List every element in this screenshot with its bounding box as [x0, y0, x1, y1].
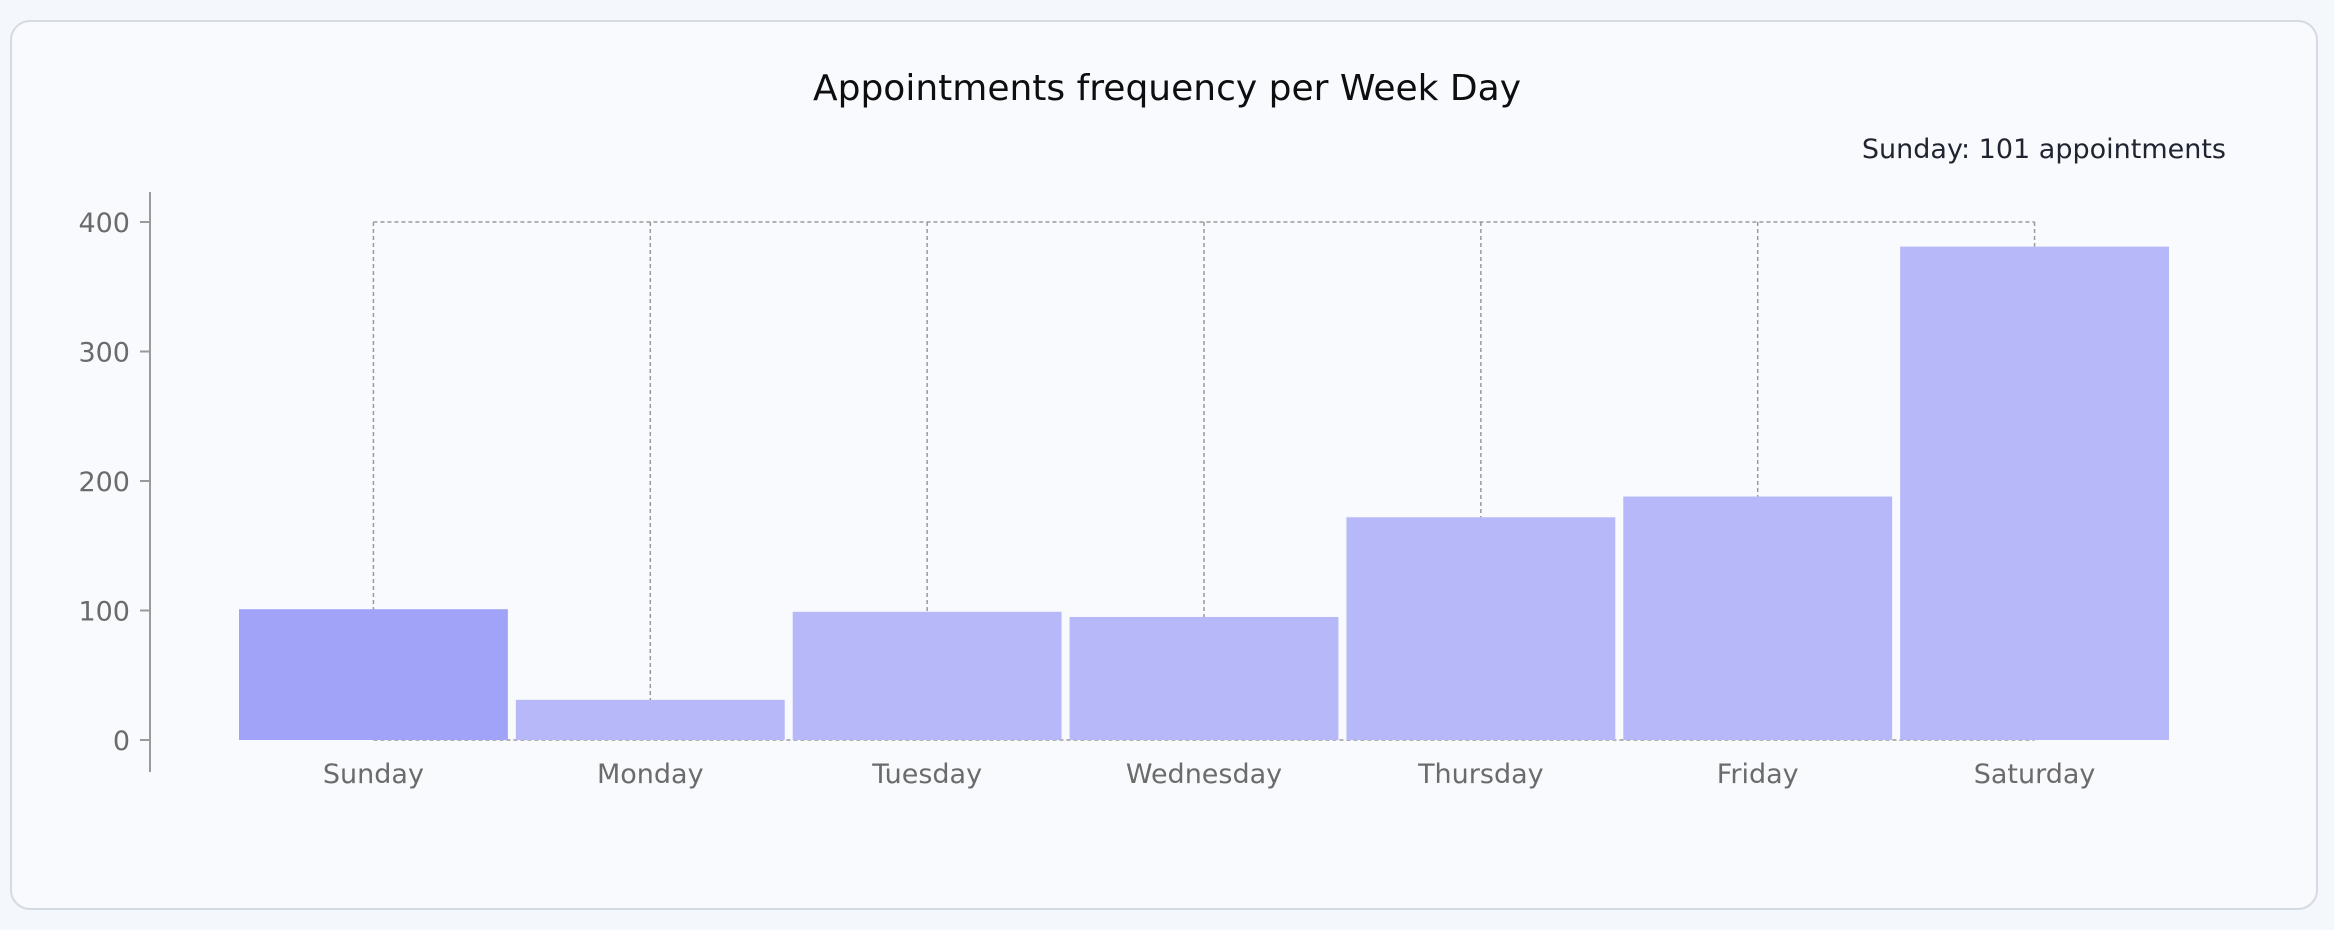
axis-layer: [140, 192, 151, 772]
y-tick-label: 200: [78, 467, 130, 498]
y-tick-label: 0: [113, 726, 130, 757]
x-tick-label-saturday: Saturday: [1974, 759, 2096, 790]
bar-friday: [1623, 496, 1893, 740]
bar-wednesday: [1069, 616, 1339, 740]
y-tick-label: 400: [78, 208, 130, 239]
bars-layer: [239, 246, 2169, 741]
y-tick-label: 100: [78, 597, 130, 628]
x-tick-label-wednesday: Wednesday: [1126, 759, 1282, 790]
x-tick-label-sunday: Sunday: [323, 759, 424, 790]
bar-tuesday: [792, 611, 1062, 740]
bar-monday: [515, 699, 785, 740]
y-tick-label: 300: [78, 338, 130, 369]
chart-tooltip: Sunday: 101 appointments: [1861, 134, 2226, 165]
bar-sunday: [239, 609, 508, 740]
x-tick-label-tuesday: Tuesday: [871, 759, 982, 790]
labels-layer: 0 100 200 300 400 Sunday Monday Tuesday Wednesda…: [78, 208, 2095, 790]
x-tick-label-monday: Monday: [597, 759, 704, 790]
bar-thursday: [1346, 517, 1616, 740]
bar-saturday: [1900, 246, 2169, 741]
chart-title: Appointments frequency per Week Day: [812, 68, 1522, 109]
x-tick-label-thursday: Thursday: [1417, 759, 1544, 790]
x-tick-label-friday: Friday: [1717, 759, 1799, 790]
